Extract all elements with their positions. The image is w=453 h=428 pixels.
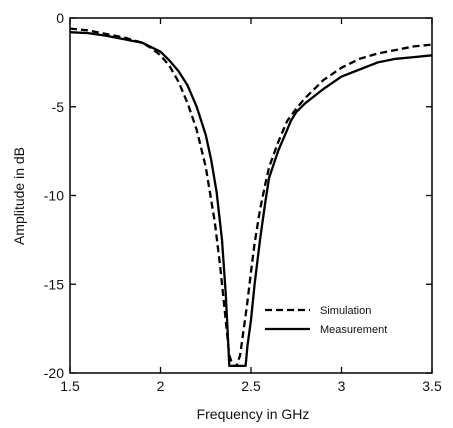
y-tick-label: -10	[44, 188, 64, 204]
axis-ticks	[69, 17, 433, 374]
x-tick-label: 1.5	[60, 378, 80, 394]
x-tick-label: 3.5	[422, 378, 442, 394]
y-tick-label: -5	[52, 99, 65, 115]
legend: Simulation Measurement	[265, 305, 387, 336]
x-axis-label: Frequency in GHz	[197, 406, 310, 422]
tick-labels: 1.5 2 2.5 3 3.5 0 -5 -10 -15 -20	[44, 10, 442, 394]
series-line-simulation	[69, 27, 433, 368]
x-tick-label: 2	[157, 378, 165, 394]
y-tick-label: -15	[44, 276, 64, 292]
plot-lines	[69, 27, 433, 368]
x-tick-label: 2.5	[241, 378, 261, 394]
legend-label-simulation: Simulation	[320, 305, 371, 317]
y-tick-label: -20	[44, 365, 64, 381]
x-tick-label: 3	[338, 378, 346, 394]
legend-label-measurement: Measurement	[320, 324, 387, 336]
y-axis-label: Amplitude in dB	[11, 147, 27, 245]
y-tick-label: 0	[56, 10, 64, 26]
series-line-measurement	[69, 31, 433, 368]
